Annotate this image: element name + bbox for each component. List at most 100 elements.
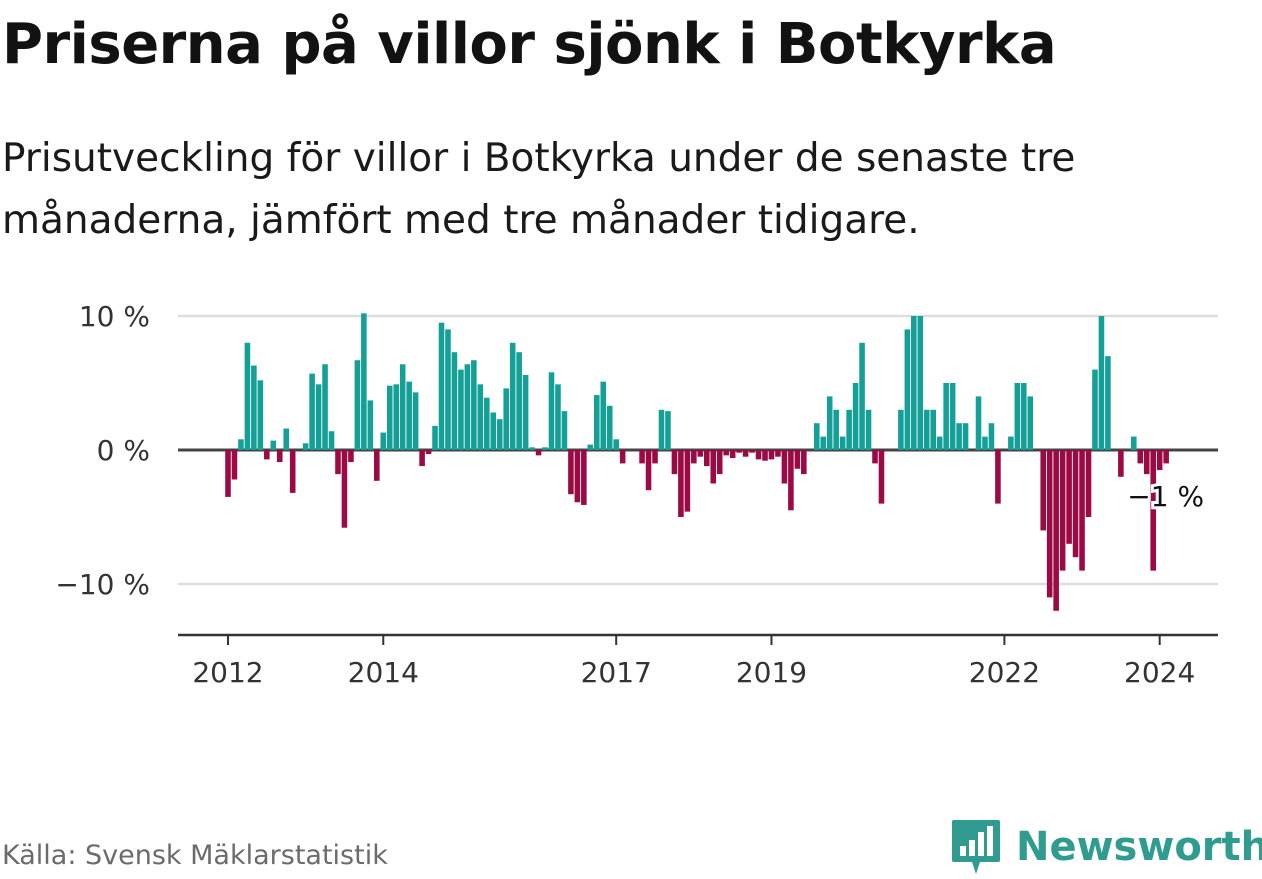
bar	[574, 450, 581, 503]
bar	[393, 384, 400, 450]
bar	[542, 447, 548, 450]
bar	[671, 450, 678, 475]
bar-chart-logo-icon	[952, 820, 1000, 874]
bar	[231, 450, 238, 480]
bar	[445, 329, 451, 450]
bar	[801, 450, 807, 475]
bar	[742, 450, 749, 457]
bar	[561, 411, 568, 450]
bar	[949, 383, 956, 450]
bar	[1040, 450, 1046, 531]
bar	[833, 409, 839, 450]
annotation-label: −1 %	[1127, 480, 1204, 513]
brand-name: Newsworthy	[1016, 824, 1262, 870]
bar	[464, 364, 471, 450]
bar	[930, 409, 937, 450]
bar	[1014, 383, 1021, 450]
bar	[264, 450, 270, 460]
bar	[535, 450, 542, 456]
y-axis: 10 % 0 % −10 %	[55, 300, 150, 601]
bar-series	[225, 313, 1169, 611]
bar	[315, 384, 322, 450]
bar	[911, 316, 917, 450]
bar	[594, 395, 600, 450]
x-tick-label: 2012	[192, 656, 263, 689]
y-tick-label: −10 %	[55, 568, 150, 601]
bar	[1046, 450, 1053, 598]
bar	[451, 352, 458, 450]
bar	[276, 450, 283, 463]
bar	[794, 450, 801, 469]
bar	[658, 409, 665, 450]
bar	[529, 447, 535, 450]
bar	[1085, 450, 1092, 517]
bar	[503, 388, 509, 450]
bar	[587, 444, 594, 450]
bar	[322, 364, 328, 450]
bar	[898, 409, 904, 450]
bar	[432, 425, 438, 450]
bar	[704, 450, 710, 467]
bar	[1027, 396, 1034, 450]
bar	[872, 450, 878, 464]
bar	[716, 450, 723, 475]
x-tick-label: 2017	[581, 656, 652, 689]
bar	[1008, 436, 1014, 450]
bar	[936, 436, 943, 450]
y-tick-label: 10 %	[79, 300, 150, 333]
bar	[581, 450, 587, 505]
bar	[878, 450, 885, 504]
bar	[399, 364, 406, 450]
bar	[788, 450, 794, 511]
x-tick-label: 2024	[1124, 656, 1195, 689]
bar	[1092, 369, 1098, 450]
bar	[943, 383, 949, 450]
bar	[645, 450, 652, 491]
bar	[826, 396, 833, 450]
bar	[341, 450, 348, 528]
bar	[1098, 316, 1105, 450]
bar	[846, 409, 852, 450]
bar	[225, 450, 231, 497]
bar	[684, 450, 691, 512]
bar	[691, 450, 697, 464]
bar	[1105, 356, 1111, 450]
x-tick-label: 2019	[736, 656, 807, 689]
bar	[1053, 450, 1059, 611]
bar	[367, 400, 374, 450]
bar	[710, 450, 717, 484]
bar	[484, 397, 490, 450]
bar	[374, 450, 380, 481]
bar	[1066, 450, 1072, 544]
bar	[354, 360, 361, 450]
bar	[956, 423, 962, 450]
bar	[238, 439, 244, 450]
bar	[962, 423, 969, 450]
bar	[386, 385, 393, 450]
bar	[1059, 450, 1066, 571]
bar	[678, 450, 684, 517]
bar	[1163, 450, 1169, 464]
bar	[755, 450, 762, 460]
bar	[652, 450, 658, 464]
bar	[348, 450, 354, 463]
bar	[995, 450, 1001, 504]
brand-logo[interactable]: Newsworthy	[950, 818, 1262, 876]
bar	[251, 365, 257, 450]
bar	[283, 428, 290, 450]
bar	[749, 450, 755, 453]
bar	[859, 342, 865, 450]
bar	[697, 450, 704, 457]
bar	[1143, 450, 1150, 475]
bar	[775, 450, 781, 457]
bar	[516, 352, 522, 450]
bar	[975, 396, 982, 450]
bar	[289, 450, 296, 493]
bar	[309, 373, 315, 450]
bar	[1131, 436, 1137, 450]
bar	[548, 372, 555, 450]
bar	[555, 384, 561, 450]
bar	[496, 419, 503, 450]
bar	[762, 450, 768, 461]
bar	[613, 439, 619, 450]
